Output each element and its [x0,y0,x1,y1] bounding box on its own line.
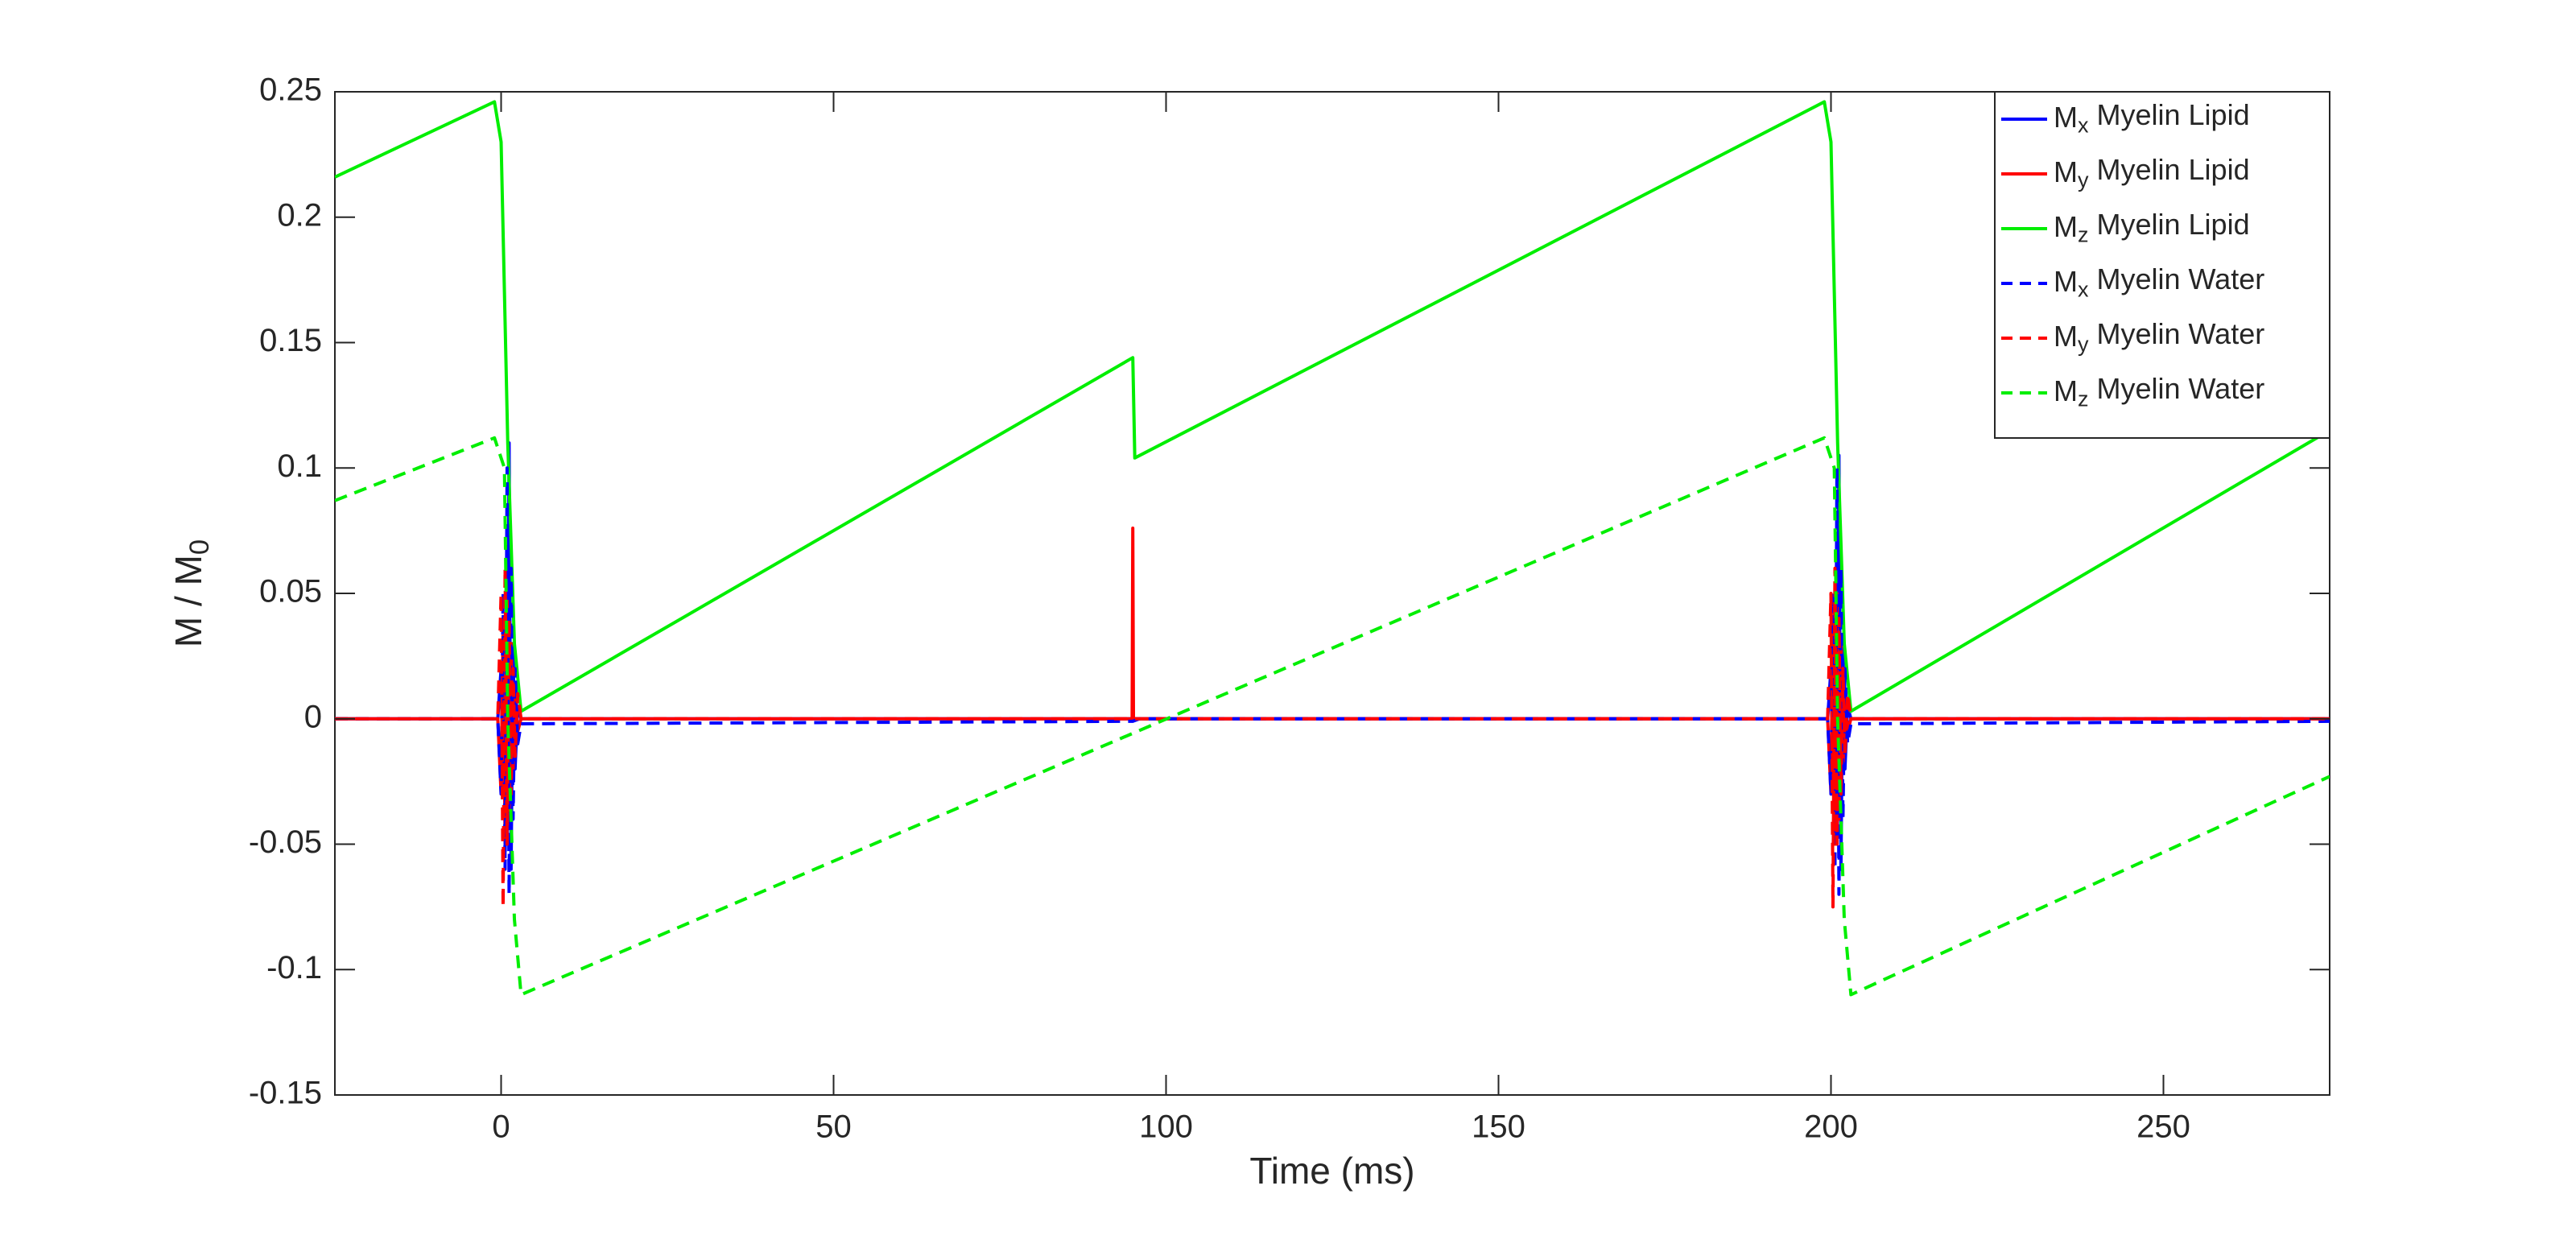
x-tick-label: 50 [815,1109,852,1145]
y-tick-label: 0.15 [259,323,322,358]
y-tick-label: 0.1 [277,448,322,484]
y-tick-label: -0.05 [249,824,322,860]
series-layer [335,100,2330,997]
legend-box [1994,91,2330,439]
y-tick-label: -0.15 [249,1076,322,1111]
x-tick-label: 150 [1472,1109,1525,1145]
x-tick-label: 0 [492,1109,510,1145]
x-axis-label: Time (ms) [1249,1150,1414,1192]
legend-label: Mz Myelin Water [2054,371,2264,411]
y-tick-label: 0.05 [259,574,322,609]
legend-label: Mz Myelin Lipid [2054,207,2250,246]
y-axis-label: M / M0 [167,539,215,647]
legend-label: Mx Myelin Water [2054,262,2264,301]
legend-label: My Myelin Water [2054,316,2264,356]
series-line [335,566,2330,909]
x-tick-label: 200 [1804,1109,1858,1145]
y-tick-label: 0.2 [277,197,322,233]
y-tick-label: 0.25 [259,72,322,108]
y-tick-label: 0 [304,699,322,734]
legend-label: My Myelin Lipid [2054,152,2250,192]
y-tick-label: -0.1 [266,950,322,985]
x-tick-label: 100 [1139,1109,1193,1145]
series-line [335,436,2330,997]
legend-label: Mx Myelin Lipid [2054,97,2250,137]
series-line [335,100,2330,713]
x-tick-label: 250 [2136,1109,2190,1145]
